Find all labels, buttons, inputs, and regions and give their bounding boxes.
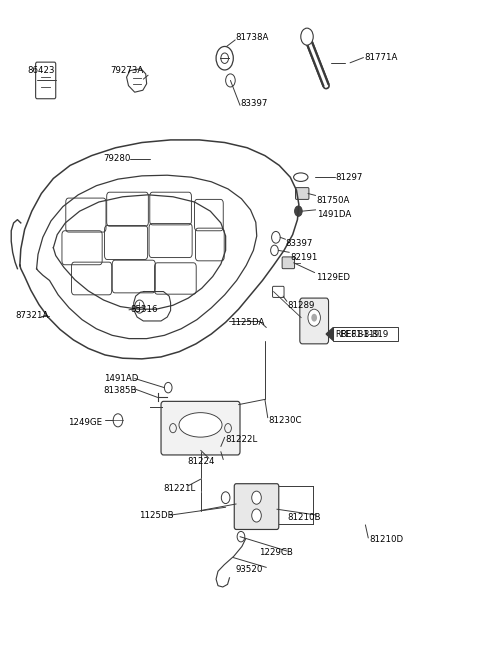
Circle shape (252, 509, 261, 522)
Text: 1129ED: 1129ED (316, 272, 349, 282)
FancyBboxPatch shape (296, 187, 309, 199)
Circle shape (295, 206, 302, 216)
Circle shape (308, 309, 321, 326)
Text: 81385B: 81385B (104, 386, 137, 396)
Text: 1491DA: 1491DA (317, 210, 351, 219)
Text: 81738A: 81738A (235, 33, 269, 43)
Text: REF.81-819: REF.81-819 (336, 329, 380, 339)
Circle shape (301, 28, 313, 45)
Text: 1229CB: 1229CB (259, 548, 293, 557)
Text: 81221L: 81221L (163, 485, 196, 493)
Text: 83397: 83397 (286, 239, 313, 248)
Circle shape (252, 491, 261, 504)
Text: REF.81-819: REF.81-819 (340, 329, 389, 339)
Text: 81224: 81224 (187, 457, 215, 466)
Text: 81771A: 81771A (364, 53, 398, 62)
Polygon shape (326, 328, 333, 341)
Ellipse shape (179, 413, 222, 437)
Text: 81210D: 81210D (369, 535, 403, 544)
Text: 1491AD: 1491AD (104, 374, 138, 383)
Text: 1125DB: 1125DB (140, 511, 174, 519)
Text: 81210B: 81210B (288, 513, 322, 521)
FancyBboxPatch shape (333, 327, 398, 341)
Text: 93520: 93520 (235, 565, 263, 574)
FancyBboxPatch shape (282, 257, 295, 269)
Text: 87321A: 87321A (15, 311, 48, 320)
Text: 85316: 85316 (130, 305, 157, 314)
FancyBboxPatch shape (300, 298, 328, 344)
Text: 81297: 81297 (336, 173, 363, 181)
Text: 81230C: 81230C (269, 416, 302, 425)
Text: 81750A: 81750A (317, 196, 350, 204)
Text: 81289: 81289 (288, 301, 315, 310)
Text: 82191: 82191 (290, 253, 318, 262)
FancyBboxPatch shape (234, 483, 279, 529)
Text: 79273A: 79273A (111, 66, 144, 75)
Text: 83397: 83397 (240, 99, 267, 108)
Text: 86423: 86423 (27, 66, 55, 75)
Text: 1125DA: 1125DA (230, 318, 265, 328)
Text: 1249GE: 1249GE (68, 418, 102, 427)
FancyBboxPatch shape (161, 402, 240, 455)
Text: 79280: 79280 (104, 155, 131, 163)
Text: 81222L: 81222L (226, 436, 258, 445)
Circle shape (312, 314, 317, 322)
